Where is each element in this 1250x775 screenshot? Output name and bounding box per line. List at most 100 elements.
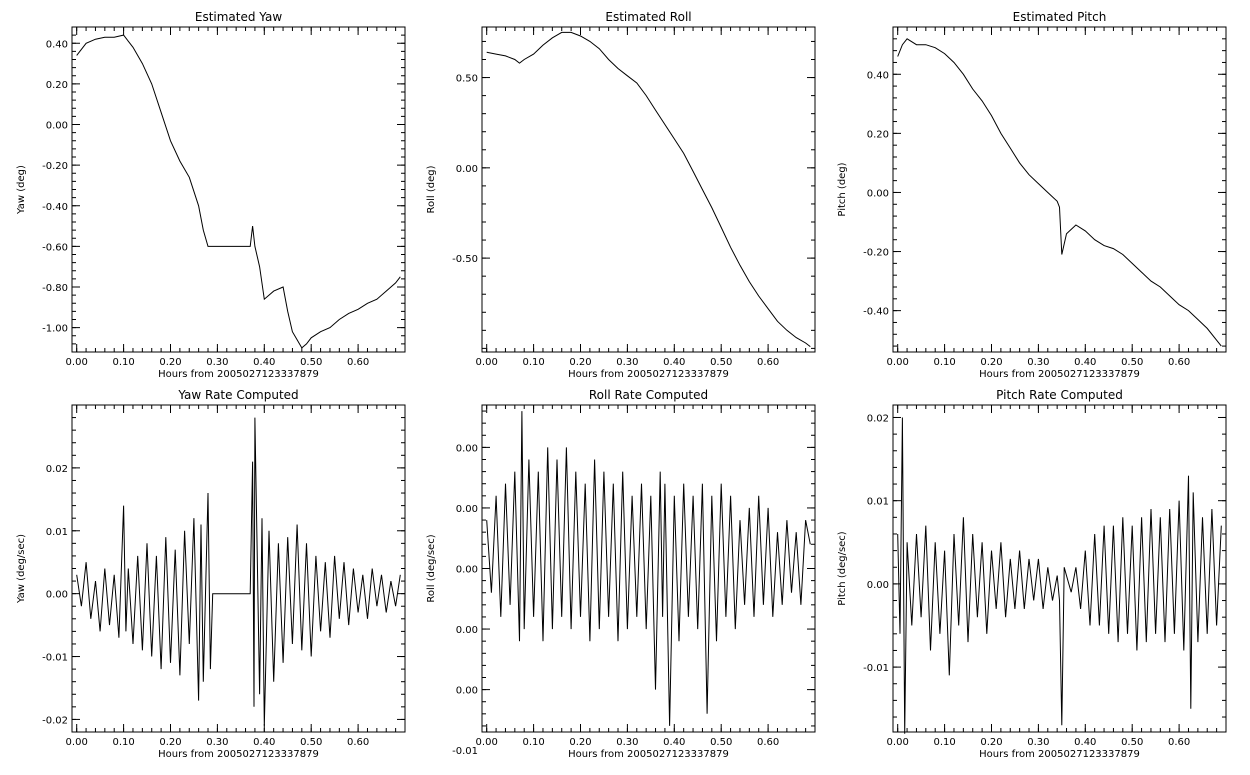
y-tick-label: -0.02 [42, 715, 68, 726]
chart-title: Pitch Rate Computed [996, 388, 1123, 402]
chart-title: Estimated Yaw [195, 10, 282, 24]
x-tick-label: 0.60 [347, 737, 369, 748]
y-axis-label: Roll (deg) [426, 165, 437, 213]
y-tick-label: 0.00 [456, 504, 478, 515]
x-tick-label: 0.30 [206, 737, 228, 748]
x-tick-label: 0.10 [522, 357, 544, 368]
x-axis-label: Hours from 2005027123337879 [979, 749, 1140, 760]
chart-title: Yaw Rate Computed [177, 388, 298, 402]
x-axis-label: Hours from 2005027123337879 [568, 369, 729, 380]
plot-frame [892, 26, 1227, 353]
x-tick-label: 0.20 [159, 357, 181, 368]
y-axis-label: Yaw (deg/sec) [16, 534, 27, 604]
x-tick-label: 0.40 [253, 357, 275, 368]
x-tick-label: 0.40 [253, 737, 275, 748]
chart-title: Estimated Roll [605, 10, 691, 24]
x-tick-label: 0.20 [980, 357, 1002, 368]
x-axis-label: Hours from 2005027123337879 [979, 369, 1140, 380]
x-tick-label: 0.30 [1027, 357, 1049, 368]
x-tick-label: 0.50 [300, 737, 322, 748]
x-tick-label: 0.20 [569, 357, 591, 368]
x-tick-label: 0.50 [1121, 357, 1143, 368]
x-tick-label: 0.60 [757, 357, 779, 368]
x-tick-label: 0.20 [980, 737, 1002, 748]
x-tick-label: 0.30 [206, 357, 228, 368]
series-line-1 [897, 417, 1222, 734]
y-tick-label: 0.01 [867, 497, 889, 508]
y-tick-label: 0.00 [456, 443, 478, 454]
y-tick-label: -0.40 [863, 307, 889, 318]
chart-panel-6: Pitch Rate Computed Hours from 2005027123… [837, 388, 1227, 760]
y-tick-label: -0.20 [863, 248, 889, 259]
plot-frame [71, 404, 406, 733]
x-axis-label: Hours from 2005027123337879 [158, 749, 319, 760]
x-tick-label: 0.50 [1121, 737, 1143, 748]
y-tick-label: 0.00 [456, 686, 478, 697]
series-line-1 [897, 38, 1222, 347]
y-tick-label: -0.50 [452, 254, 478, 265]
plot-frame [481, 26, 816, 353]
chart-panel-5: Roll Rate Computed Hours from 20050271233… [426, 388, 816, 760]
y-tick-label: 0.40 [867, 70, 889, 81]
y-axis-label: Roll (deg/sec) [426, 534, 437, 602]
x-tick-label: 0.00 [476, 357, 498, 368]
x-tick-label: 0.20 [159, 737, 181, 748]
x-tick-label: 0.10 [933, 737, 955, 748]
x-tick-label: 0.60 [1168, 737, 1190, 748]
y-axis-label: Pitch (deg/sec) [837, 531, 848, 606]
x-tick-label: 0.10 [112, 737, 134, 748]
x-tick-label: 0.00 [66, 737, 88, 748]
x-tick-label: 0.60 [757, 737, 779, 748]
x-axis-label: Hours from 2005027123337879 [568, 749, 729, 760]
chart-panel-1: Estimated Yaw Hours from 2005027123337879… [16, 10, 406, 380]
x-tick-label: 0.40 [663, 357, 685, 368]
y-tick-label: -0.01 [42, 653, 68, 664]
x-tick-label: 0.00 [66, 357, 88, 368]
y-tick-label: -0.01 [452, 746, 478, 757]
y-tick-label: -1.00 [42, 324, 68, 335]
y-tick-label: 0.02 [867, 413, 889, 424]
chart-panel-2: Estimated Roll Hours from 200502712333787… [426, 10, 816, 380]
chart-title: Estimated Pitch [1013, 10, 1107, 24]
x-tick-label: 0.10 [522, 737, 544, 748]
x-tick-label: 0.50 [300, 357, 322, 368]
x-tick-label: 0.10 [112, 357, 134, 368]
y-tick-label: 0.00 [456, 565, 478, 576]
chart-panel-4: Yaw Rate Computed Hours from 200502712333… [16, 388, 406, 760]
series-line-1 [486, 31, 811, 347]
chart-title: Roll Rate Computed [589, 388, 708, 402]
y-tick-label: 0.20 [867, 129, 889, 140]
x-tick-label: 0.20 [569, 737, 591, 748]
x-tick-label: 0.30 [616, 737, 638, 748]
y-tick-label: 0.00 [456, 625, 478, 636]
y-tick-label: -0.40 [42, 202, 68, 213]
x-tick-label: 0.30 [616, 357, 638, 368]
x-tick-label: 0.40 [663, 737, 685, 748]
x-tick-label: 0.60 [347, 357, 369, 368]
series-line-1 [76, 417, 401, 726]
chart-panel-3: Estimated Pitch Hours from 20050271233378… [837, 10, 1227, 380]
plot-frame [892, 404, 1227, 733]
y-tick-label: 0.00 [456, 164, 478, 175]
x-tick-label: 0.40 [1074, 737, 1096, 748]
y-tick-label: -0.01 [863, 663, 889, 674]
x-tick-label: 0.60 [1168, 357, 1190, 368]
y-tick-label: 0.00 [867, 188, 889, 199]
series-line-1 [76, 34, 401, 349]
y-tick-label: 0.00 [46, 590, 68, 601]
x-tick-label: 0.00 [476, 737, 498, 748]
y-axis-label: Yaw (deg) [16, 165, 27, 215]
y-tick-label: 0.00 [867, 580, 889, 591]
x-tick-label: 0.30 [1027, 737, 1049, 748]
y-tick-label: 0.40 [46, 39, 68, 50]
y-tick-label: -0.80 [42, 283, 68, 294]
y-tick-label: 0.50 [456, 74, 478, 85]
y-axis-label: Pitch (deg) [837, 162, 848, 216]
x-axis-label: Hours from 2005027123337879 [158, 369, 319, 380]
x-tick-label: 0.40 [1074, 357, 1096, 368]
x-tick-label: 0.00 [887, 737, 909, 748]
y-tick-label: 0.02 [46, 464, 68, 475]
x-tick-label: 0.10 [933, 357, 955, 368]
y-tick-label: -0.60 [42, 242, 68, 253]
